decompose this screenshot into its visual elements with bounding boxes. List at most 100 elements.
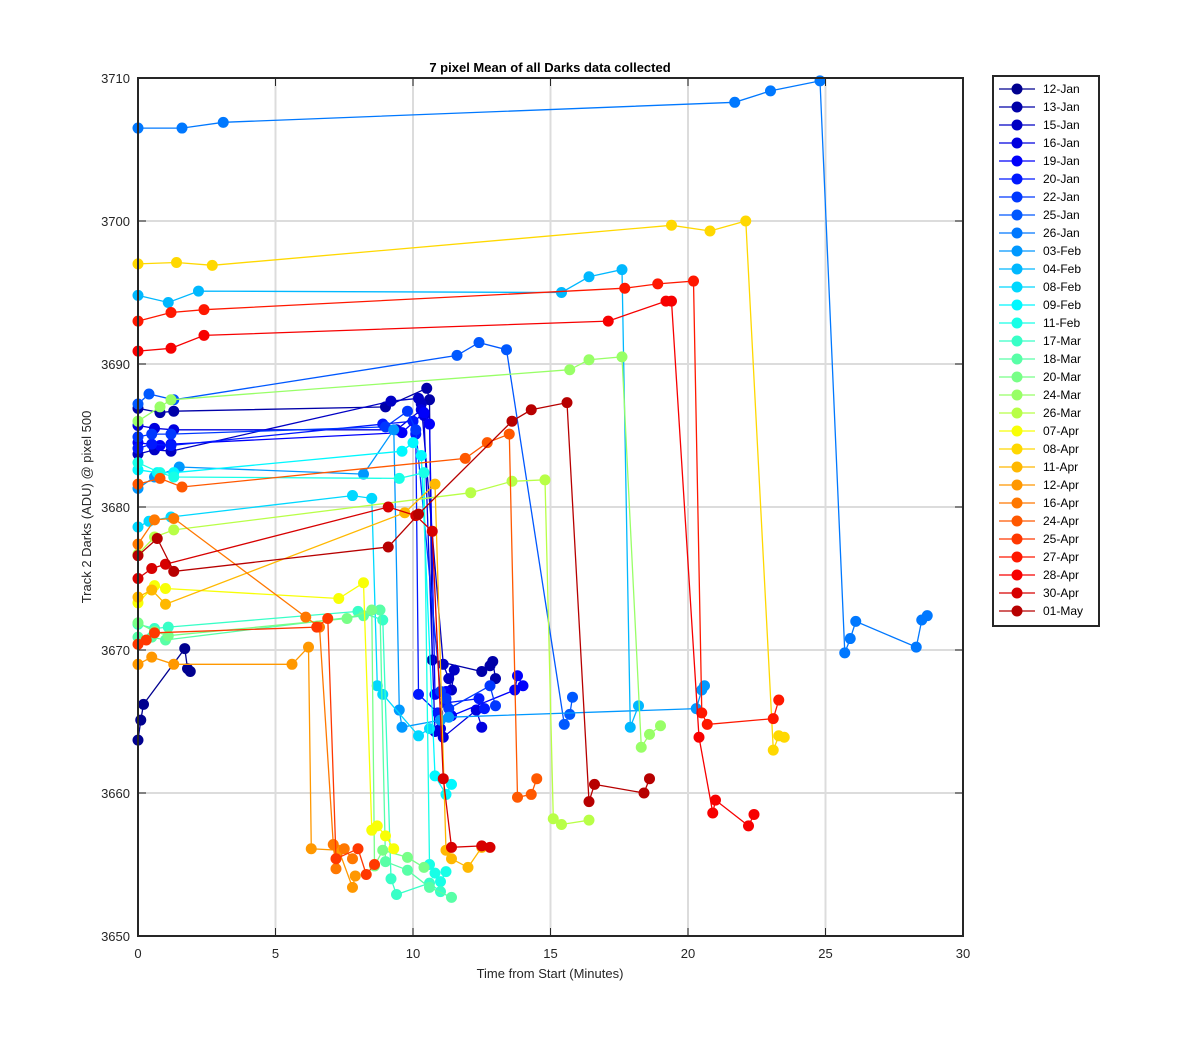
legend-label: 16-Jan [1043,136,1080,150]
data-point [699,680,710,692]
legend-item: 12-Apr [999,478,1079,492]
series-28-Apr [132,295,760,832]
data-point [418,861,430,873]
legend-item: 28-Apr [999,568,1079,582]
data-point [393,472,405,484]
data-point [525,788,537,800]
x-tick-label: 10 [406,946,420,961]
legend-item: 20-Jan [999,172,1080,186]
data-point [484,680,496,692]
data-point [688,275,699,287]
data-point [531,773,543,785]
y-tick-label: 3700 [101,214,130,229]
data-point [616,351,628,363]
data-point [286,658,298,670]
data-point [149,627,160,639]
data-point [476,721,488,733]
legend-item: 03-Feb [999,244,1081,258]
data-point [910,641,922,653]
data-point [767,713,779,725]
data-point [443,711,455,723]
data-point [844,633,856,645]
data-point [556,287,567,298]
legend-item: 26-Mar [999,406,1081,420]
legend-label: 25-Apr [1043,532,1079,546]
data-point [206,259,218,271]
data-point [352,843,364,855]
data-point [366,604,378,616]
data-point [839,647,851,659]
legend-label: 11-Apr [1043,460,1078,474]
legend-label: 03-Feb [1043,244,1081,258]
data-point [748,808,760,820]
data-point [168,565,180,577]
data-point [138,698,149,710]
legend-marker [1011,533,1023,545]
series-line [137,280,780,726]
data-point [380,830,391,842]
series-25-Apr [132,613,380,881]
y-tick-label: 3660 [101,786,130,801]
data-point [149,514,160,526]
legend-item: 09-Feb [999,298,1081,312]
legend-marker [1011,245,1023,257]
data-point [371,820,383,832]
data-point [146,562,158,574]
series-24-Mar [132,351,666,753]
legend-label: 19-Jan [1043,154,1080,168]
legend: 12-Jan 13-Jan 15-Jan 16-Jan 19-Jan 20-Jan 22-J… [992,75,1100,627]
data-point [666,295,677,307]
data-point [666,219,677,231]
data-point [330,853,342,865]
legend-label: 27-Apr [1043,550,1079,564]
legend-marker [1011,569,1023,581]
data-point [583,814,595,826]
legend-item: 07-Apr [999,424,1079,438]
legend-item: 08-Feb [999,280,1081,294]
data-point [391,889,402,901]
x-tick-label: 30 [956,946,970,961]
legend-label: 16-Apr [1043,496,1079,510]
legend-marker [1011,299,1023,311]
data-point [462,861,474,873]
data-point [740,215,752,227]
data-point [476,665,488,677]
legend-item: 25-Apr [999,532,1079,546]
data-point [501,344,512,356]
data-point [300,611,312,623]
ticks: 0 5 10 15 20 25 30 3650 3660 3670 3680 3690 3700 3710 [101,71,970,961]
data-point [446,891,457,903]
data-point [402,851,413,863]
series-24-Apr [132,428,543,803]
data-point [198,304,210,316]
data-point [490,673,501,685]
data-point [517,680,529,692]
legend-label: 07-Apr [1043,424,1079,438]
data-point [424,881,435,893]
legend-box [992,75,1100,627]
legend-marker [1011,155,1023,167]
series-08-Apr [132,215,790,756]
data-point [440,693,452,705]
legend-marker [1011,461,1023,473]
x-tick-label: 5 [272,946,279,961]
data-point [322,613,334,625]
data-point [330,863,342,875]
data-point [773,694,785,706]
legend-label: 28-Apr [1043,568,1079,582]
data-point [168,471,180,483]
data-point [710,794,721,806]
data-point [446,778,457,790]
series-27-Apr [132,275,785,730]
legend-item: 04-Feb [999,262,1081,276]
data-point [360,869,372,881]
legend-marker [1011,353,1023,365]
legend-label: 08-Apr [1043,442,1079,456]
data-point [583,354,595,366]
data-point [451,349,463,361]
legend-marker [1011,371,1023,383]
series-30-Apr [132,501,496,853]
series-07-Apr [132,577,400,855]
legend-item: 25-Jan [999,208,1080,222]
legend-item: 22-Jan [999,190,1080,204]
